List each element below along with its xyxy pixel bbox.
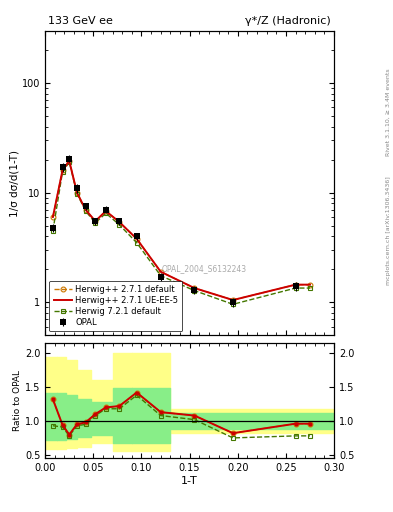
Herwig++ 2.7.1 default: [117, 219, 122, 225]
Herwig++ 2.7.1 default: [60, 167, 65, 174]
Herwig++ 2.7.1 UE-EE-5: [83, 207, 88, 213]
Herwig++ 2.7.1 default: [67, 158, 72, 164]
Herwig 7.2.1 default: [158, 272, 163, 279]
Text: γ*/Z (Hadronic): γ*/Z (Hadronic): [245, 16, 331, 26]
Herwig++ 2.7.1 default: [158, 269, 163, 275]
Herwig 7.2.1 default: [134, 240, 139, 246]
Herwig++ 2.7.1 UE-EE-5: [60, 167, 65, 174]
Y-axis label: 1/σ dσ/d(1-T): 1/σ dσ/d(1-T): [9, 150, 19, 217]
Line: Herwig++ 2.7.1 default: Herwig++ 2.7.1 default: [50, 158, 312, 303]
Line: Herwig++ 2.7.1 UE-EE-5: Herwig++ 2.7.1 UE-EE-5: [53, 161, 310, 300]
Herwig++ 2.7.1 UE-EE-5: [134, 236, 139, 242]
Herwig++ 2.7.1 default: [51, 214, 55, 220]
Herwig 7.2.1 default: [308, 285, 312, 291]
Text: OPAL_2004_S6132243: OPAL_2004_S6132243: [162, 264, 247, 273]
Text: 133 GeV ee: 133 GeV ee: [48, 16, 113, 26]
Herwig 7.2.1 default: [67, 159, 72, 165]
Herwig++ 2.7.1 default: [293, 282, 298, 288]
Herwig++ 2.7.1 UE-EE-5: [192, 285, 197, 291]
Herwig 7.2.1 default: [75, 190, 79, 197]
Herwig++ 2.7.1 UE-EE-5: [293, 282, 298, 288]
Herwig++ 2.7.1 default: [231, 297, 235, 303]
Herwig++ 2.7.1 default: [93, 218, 97, 224]
Herwig 7.2.1 default: [231, 301, 235, 307]
Text: mcplots.cern.ch [arXiv:1306.3436]: mcplots.cern.ch [arXiv:1306.3436]: [386, 176, 391, 285]
X-axis label: 1-T: 1-T: [181, 476, 198, 486]
Herwig++ 2.7.1 UE-EE-5: [75, 189, 79, 196]
Herwig++ 2.7.1 UE-EE-5: [93, 218, 97, 224]
Herwig 7.2.1 default: [192, 288, 197, 294]
Herwig++ 2.7.1 UE-EE-5: [308, 282, 312, 288]
Herwig++ 2.7.1 default: [134, 236, 139, 242]
Herwig 7.2.1 default: [117, 222, 122, 228]
Herwig 7.2.1 default: [51, 228, 55, 234]
Herwig++ 2.7.1 UE-EE-5: [51, 214, 55, 220]
Herwig++ 2.7.1 UE-EE-5: [67, 158, 72, 164]
Herwig++ 2.7.1 default: [83, 207, 88, 213]
Line: Herwig 7.2.1 default: Herwig 7.2.1 default: [50, 160, 312, 307]
Herwig++ 2.7.1 default: [308, 282, 312, 288]
Herwig++ 2.7.1 UE-EE-5: [103, 208, 108, 214]
Herwig 7.2.1 default: [83, 208, 88, 214]
Herwig++ 2.7.1 UE-EE-5: [158, 269, 163, 275]
Herwig++ 2.7.1 default: [192, 285, 197, 291]
Herwig++ 2.7.1 UE-EE-5: [117, 219, 122, 225]
Herwig++ 2.7.1 default: [103, 208, 108, 214]
Legend: Herwig++ 2.7.1 default, Herwig++ 2.7.1 UE-EE-5, Herwig 7.2.1 default, OPAL: Herwig++ 2.7.1 default, Herwig++ 2.7.1 U…: [50, 281, 182, 331]
Herwig++ 2.7.1 UE-EE-5: [231, 297, 235, 303]
Herwig 7.2.1 default: [93, 220, 97, 226]
Herwig 7.2.1 default: [103, 210, 108, 216]
Herwig 7.2.1 default: [60, 169, 65, 175]
Herwig++ 2.7.1 default: [75, 189, 79, 196]
Text: Rivet 3.1.10, ≥ 3.4M events: Rivet 3.1.10, ≥ 3.4M events: [386, 69, 391, 157]
Y-axis label: Ratio to OPAL: Ratio to OPAL: [13, 370, 22, 431]
Herwig 7.2.1 default: [293, 285, 298, 291]
